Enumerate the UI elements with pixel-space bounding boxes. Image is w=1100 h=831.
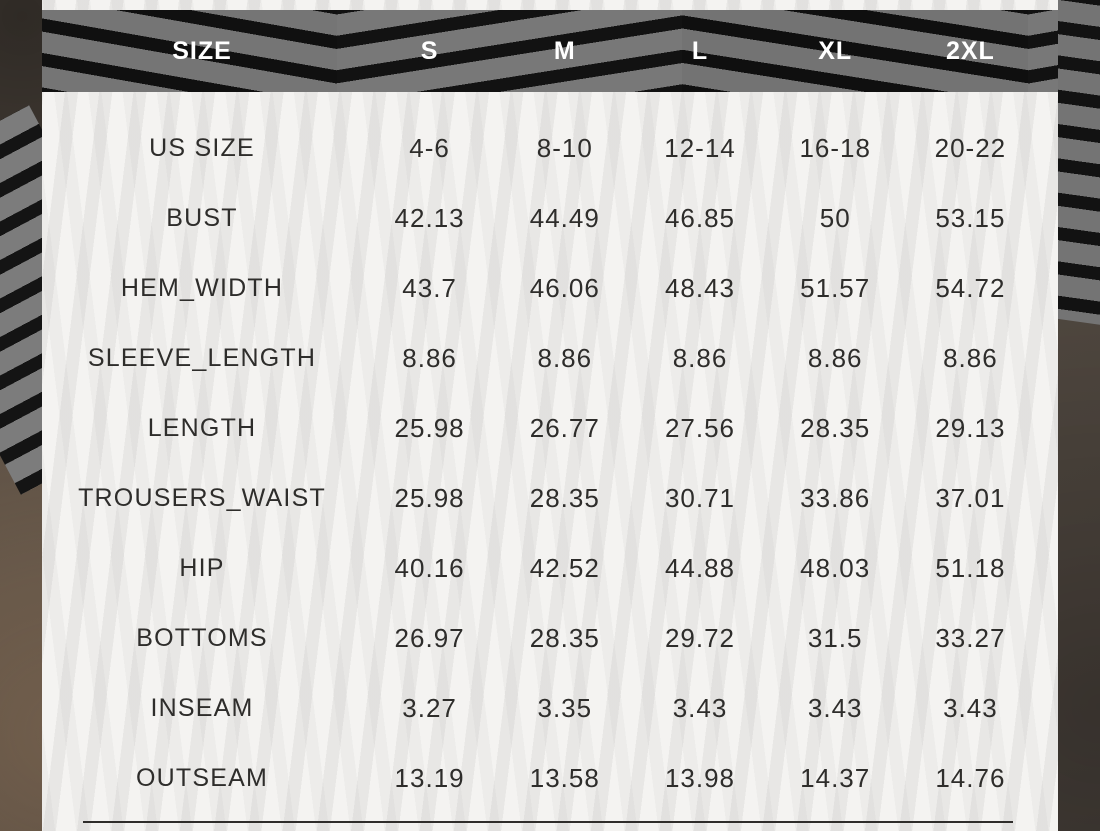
cell-value: 42.52	[529, 552, 600, 583]
cell-value: 8.86	[402, 342, 457, 373]
table-header: SIZE S M L XL 2XL	[42, 10, 1058, 92]
table-row: SLEEVE_LENGTH 8.86 8.86 8.86 8.86 8.86	[42, 323, 1058, 393]
cell-value: 13.98	[664, 762, 736, 793]
cell-value: 28.35	[800, 412, 871, 443]
cell-value: 26.77	[529, 412, 600, 443]
striped-fabric-segment	[336, 10, 683, 92]
table-row: LENGTH 25.98 26.77 27.56 28.35 29.13	[42, 393, 1058, 463]
cell-value: 31.5	[807, 622, 863, 653]
table-row: HEM_WIDTH 43.7 46.06 48.43 51.57 54.72	[42, 253, 1058, 323]
table-body: US SIZE 4-6 8-10 12-14 16-18 20-22 BUST 42.13 44…	[42, 92, 1058, 813]
cell-value: 8.86	[943, 342, 998, 373]
cell-value: 14.37	[800, 762, 871, 793]
table-row: OUTSEAM 13.19 13.58 13.98 14.37 14.76	[42, 743, 1058, 813]
cell-value: 26.97	[394, 622, 465, 653]
column-header-2xl: 2XL	[945, 36, 995, 65]
cell-value: 27.56	[664, 412, 736, 443]
cell-value: 28.35	[529, 622, 600, 653]
cell-value: 54.72	[935, 272, 1006, 303]
cell-value: 3.27	[402, 692, 457, 723]
cell-value: 46.06	[529, 272, 600, 303]
cell-value: 16-18	[799, 132, 871, 163]
cell-value: 42.13	[394, 202, 465, 233]
row-label: BOTTOMS	[136, 623, 268, 652]
column-header-l: L	[691, 36, 709, 65]
cell-value: 25.98	[394, 482, 465, 513]
row-label: INSEAM	[150, 693, 254, 722]
cell-value: 48.43	[664, 272, 736, 303]
cell-value: 8.86	[807, 342, 863, 373]
cell-value: 33.86	[800, 482, 871, 513]
cell-value: 48.03	[800, 552, 871, 583]
cell-value: 8.86	[672, 342, 728, 373]
table-row: HIP 40.16 42.52 44.88 48.03 51.18	[42, 533, 1058, 603]
row-label: LENGTH	[147, 413, 257, 442]
cell-value: 29.13	[935, 412, 1006, 443]
cell-value: 30.71	[664, 482, 736, 513]
row-label: HIP	[179, 553, 225, 582]
row-label: BUST	[166, 203, 238, 232]
striped-fabric-segment	[1027, 10, 1058, 92]
cell-value: 3.43	[943, 692, 998, 723]
cell-value: 43.7	[402, 272, 457, 303]
cell-value: 13.58	[529, 762, 600, 793]
table-row: BUST 42.13 44.49 46.85 50 53.15	[42, 183, 1058, 253]
column-header-s: S	[420, 36, 439, 65]
striped-fabric-segment	[42, 10, 337, 92]
cell-value: 8.86	[537, 342, 593, 373]
cell-value: 37.01	[935, 482, 1006, 513]
cell-value: 50	[819, 202, 851, 233]
row-label: HEM_WIDTH	[120, 273, 284, 302]
table-row: INSEAM 3.27 3.35 3.43 3.43 3.43	[42, 673, 1058, 743]
cell-value: 8-10	[536, 132, 593, 163]
cell-value: 4-6	[409, 132, 450, 163]
cell-value: 44.49	[529, 202, 600, 233]
cell-value: 13.19	[394, 762, 465, 793]
striped-fabric-segment	[682, 10, 1028, 92]
cell-value: 3.43	[807, 692, 863, 723]
cell-value: 20-22	[934, 132, 1007, 163]
cell-value: 51.57	[800, 272, 871, 303]
cell-value: 12-14	[664, 132, 736, 163]
cell-value: 28.35	[529, 482, 600, 513]
cell-value: 40.16	[394, 552, 465, 583]
table-row: TROUSERS_WAIST 25.98 28.35 30.71 33.86 37.01	[42, 463, 1058, 533]
cell-value: 51.18	[935, 552, 1006, 583]
header-row: SIZE S M L XL 2XL	[42, 10, 1058, 92]
row-label: US SIZE	[149, 133, 255, 162]
row-label: TROUSERS_WAIST	[78, 483, 326, 512]
cell-value: 3.35	[537, 692, 593, 723]
cell-value: 46.85	[664, 202, 736, 233]
column-header-xl: XL	[818, 36, 853, 65]
cell-value: 29.72	[664, 622, 736, 653]
column-header-size: SIZE	[172, 36, 232, 65]
table-row: US SIZE 4-6 8-10 12-14 16-18 20-22	[42, 113, 1058, 183]
size-chart-panel: SIZE S M L XL 2XL US SIZE 4-6 8-10 12-14 16-…	[42, 0, 1058, 831]
row-label: SLEEVE_LENGTH	[87, 343, 317, 372]
cell-value: 3.43	[672, 692, 728, 723]
bottom-divider	[83, 821, 1013, 823]
cell-value: 44.88	[664, 552, 736, 583]
row-label: OUTSEAM	[135, 763, 269, 792]
cell-value: 53.15	[935, 202, 1006, 233]
cell-value: 33.27	[935, 622, 1006, 653]
cell-value: 25.98	[394, 412, 465, 443]
cell-value: 14.76	[935, 762, 1006, 793]
table-row: BOTTOMS 26.97 28.35 29.72 31.5 33.27	[42, 603, 1058, 673]
column-header-m: M	[553, 36, 576, 65]
